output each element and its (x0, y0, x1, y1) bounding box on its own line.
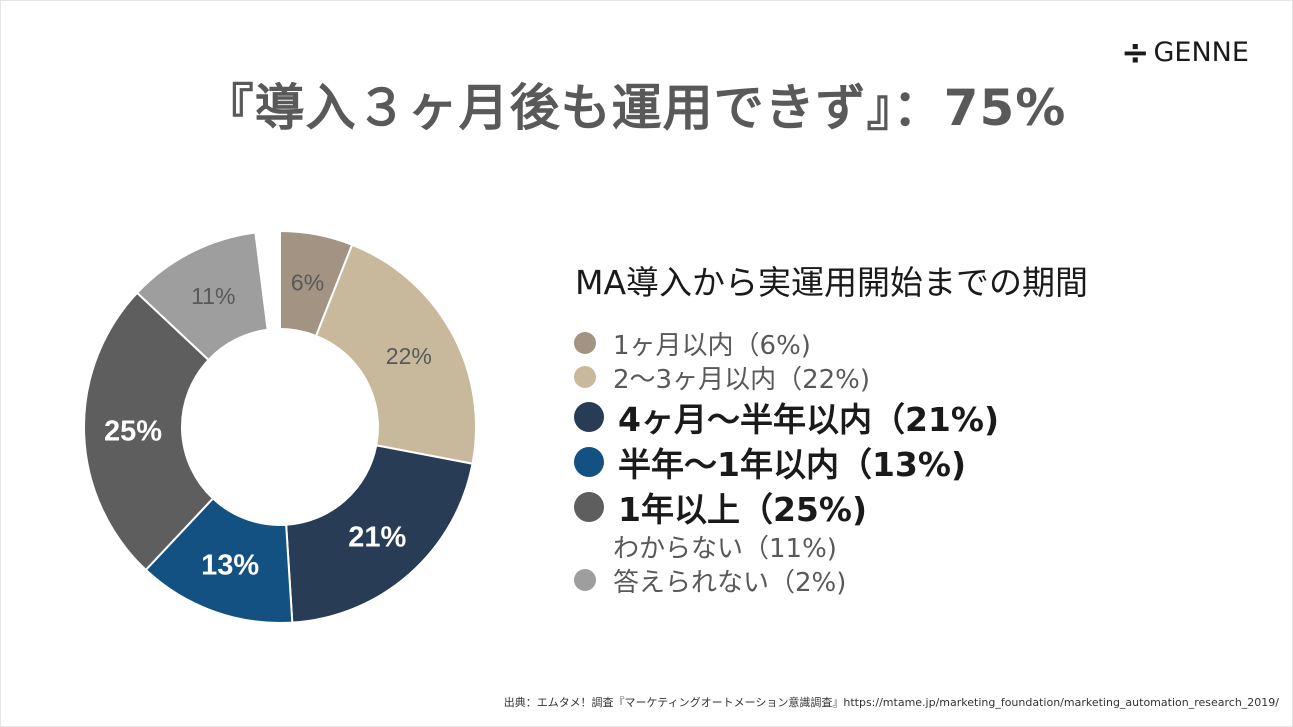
legend-label: 1年以上（25%) (618, 489, 868, 529)
legend-item: 半年〜1年以内（13%) (574, 439, 999, 484)
legend-swatch-icon (574, 446, 604, 477)
legend-label: 1ヶ月以内（6%) (613, 330, 811, 361)
donut-chart: 6% 22% 21% 13% 25% 11% (83, 229, 477, 624)
legend-item: 4ヶ月〜半年以内（21%) (574, 394, 999, 439)
donut-slice (83, 291, 215, 572)
legend-swatch-icon (574, 401, 604, 432)
slice-data-label: 25% (104, 416, 162, 448)
legend-item: 2〜3ヶ月以内（22%) (574, 360, 999, 395)
legend-label: 答えられない（2%) (613, 567, 847, 598)
legend-swatch-icon (574, 491, 604, 522)
divide-icon: ÷ (1121, 33, 1150, 73)
legend-label: わからない（11%) (613, 533, 837, 564)
slice-data-label: 13% (201, 549, 259, 581)
legend-swatch-icon (574, 569, 596, 591)
chart-legend: 1ヶ月以内（6%) 2〜3ヶ月以内（22%) 4ヶ月〜半年以内（21%) 半年〜1年以… (574, 326, 999, 598)
brand-logo: ÷ GENNE (1121, 36, 1249, 70)
legend-swatch-icon (574, 535, 596, 557)
legend-item: 1ヶ月以内（6%) (574, 326, 999, 361)
donut-slice (254, 229, 281, 331)
chart-title: MA導入から実運用開始までの期間 (575, 263, 1089, 302)
donut-slice (314, 243, 477, 465)
legend-item: 1年以上（25%) (574, 484, 999, 529)
legend-item: 答えられない（2%) (574, 563, 999, 598)
legend-swatch-icon (574, 366, 596, 388)
page-title: 『導入３ヶ月後も運用できず』：75% (203, 79, 1067, 137)
donut-slice (285, 444, 474, 624)
legend-label: 半年〜1年以内（13%) (618, 444, 967, 484)
slice-data-label: 22% (386, 343, 432, 369)
legend-label: 2〜3ヶ月以内（22%) (613, 364, 871, 395)
slice-data-label: 6% (291, 270, 324, 296)
slice-data-label: 11% (191, 283, 235, 309)
legend-label: 4ヶ月〜半年以内（21%) (618, 399, 1000, 439)
legend-item: わからない（11%) (574, 529, 999, 564)
slice-data-label: 21% (348, 521, 406, 553)
brand-name: GENNE (1153, 37, 1249, 68)
legend-swatch-icon (574, 332, 596, 354)
source-note: 出典：エムタメ！調査『マーケティングオートメーション意識調査』https://m… (503, 696, 1279, 709)
